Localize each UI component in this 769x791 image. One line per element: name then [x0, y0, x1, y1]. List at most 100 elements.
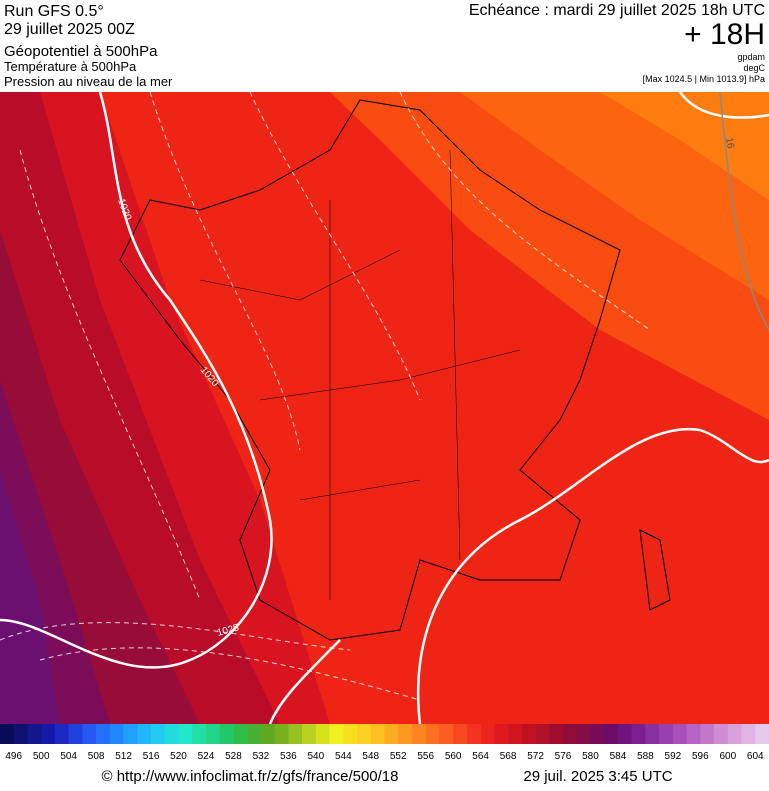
legend-label: 544 [335, 751, 352, 762]
legend-swatch [288, 724, 303, 744]
legend-label: 512 [115, 751, 132, 762]
field-label: Température à 500hPa [4, 59, 137, 74]
legend-swatch [68, 724, 83, 744]
legend-label: 568 [500, 751, 517, 762]
legend-label: 596 [692, 751, 709, 762]
lead-time: + 18H [684, 18, 765, 51]
legend-swatch [700, 724, 715, 744]
legend-label: 556 [417, 751, 434, 762]
legend-label: 532 [253, 751, 270, 762]
legend-label: 552 [390, 751, 407, 762]
legend-swatch [576, 724, 591, 744]
legend-swatch [370, 724, 385, 744]
legend-label: 592 [665, 751, 682, 762]
legend-swatch [109, 724, 124, 744]
legend-swatch [343, 724, 358, 744]
contour-label: 16 [723, 137, 736, 150]
legend-swatch [274, 724, 289, 744]
legend-label: 600 [719, 751, 736, 762]
legend-swatch [617, 724, 632, 744]
legend-label: 528 [225, 751, 242, 762]
legend-swatch [727, 724, 742, 744]
legend-swatch [260, 724, 275, 744]
legend-swatch [302, 724, 317, 744]
legend-swatch [384, 724, 399, 744]
legend-swatch [205, 724, 221, 744]
legend-label: 560 [445, 751, 462, 762]
legend-swatch [151, 724, 166, 744]
legend-swatch [755, 724, 769, 744]
color-legend: 496 500 504 508 512 516 520 524 528 532 536 540 544 5… [0, 724, 769, 762]
legend-swatch [13, 724, 28, 744]
legend-swatch [590, 724, 605, 744]
legend-swatch [480, 724, 495, 744]
legend-label: 536 [280, 751, 297, 762]
field-label: Géopotentiel à 500hPa [4, 43, 158, 60]
legend-swatch [535, 724, 550, 744]
legend-swatch [233, 724, 248, 744]
legend-swatch [357, 724, 372, 744]
legend-swatch [137, 724, 152, 744]
legend-label: 508 [88, 751, 105, 762]
legend-swatch [494, 724, 509, 744]
legend-swatch [41, 724, 56, 744]
legend-swatch [54, 724, 69, 744]
run-date: 29 juillet 2025 00Z [4, 21, 135, 38]
legend-label: 584 [610, 751, 627, 762]
legend-swatch [453, 724, 468, 744]
legend-label: 572 [527, 751, 544, 762]
echeance: Echéance : mardi 29 juillet 2025 18h UTC [469, 2, 765, 19]
legend-swatch [82, 724, 97, 744]
legend-label: 500 [33, 751, 50, 762]
legend-swatch [631, 724, 646, 744]
legend-label: 576 [555, 751, 572, 762]
field-label: Pression au niveau de la mer [4, 74, 173, 89]
legend-label: 588 [637, 751, 654, 762]
legend-label: 564 [472, 751, 489, 762]
map: 1020 1020 1025 16 [0, 92, 769, 724]
legend-swatch [521, 724, 536, 744]
legend-swatch [178, 724, 193, 744]
legend-swatch [219, 724, 234, 744]
legend-label: 520 [170, 751, 187, 762]
legend-swatch [96, 724, 111, 744]
legend-swatch [411, 724, 426, 744]
footer-time: 29 juil. 2025 3:45 UTC [523, 768, 672, 785]
legend-swatch [0, 724, 15, 744]
pressure-range: [Max 1024.5 | Min 1013.9] hPa [643, 74, 765, 84]
footer-url: © http://www.infoclimat.fr/z/gfs/france/… [101, 768, 398, 785]
legend-label: 496 [5, 751, 22, 762]
legend-label: 504 [60, 751, 77, 762]
legend-swatch [604, 724, 619, 744]
legend-swatch [27, 724, 42, 744]
unit: degC [743, 63, 765, 73]
legend-swatch [686, 724, 701, 744]
legend-swatch [563, 724, 578, 744]
legend-label: 580 [582, 751, 599, 762]
legend-swatch [439, 724, 454, 744]
legend-swatch [123, 724, 138, 744]
run-title: Run GFS 0.5° [4, 3, 104, 20]
legend-swatch [192, 724, 207, 744]
legend-swatch [164, 724, 179, 744]
unit: gpdam [737, 52, 765, 62]
legend-swatch [714, 724, 729, 744]
legend-label: 604 [747, 751, 764, 762]
legend-swatch [425, 724, 440, 744]
legend-swatch [508, 724, 523, 744]
legend-label: 516 [143, 751, 160, 762]
legend-swatch [672, 724, 687, 744]
legend-swatch [645, 724, 660, 744]
legend-label: 540 [307, 751, 324, 762]
legend-swatch [549, 724, 564, 744]
legend-swatch [741, 724, 756, 744]
legend-swatch [315, 724, 330, 744]
legend-swatch [329, 724, 344, 744]
legend-swatch [659, 724, 674, 744]
legend-label: 548 [362, 751, 379, 762]
legend-swatch [247, 724, 262, 744]
legend-label: 524 [198, 751, 215, 762]
legend-swatch [398, 724, 413, 744]
legend-swatch [466, 724, 481, 744]
